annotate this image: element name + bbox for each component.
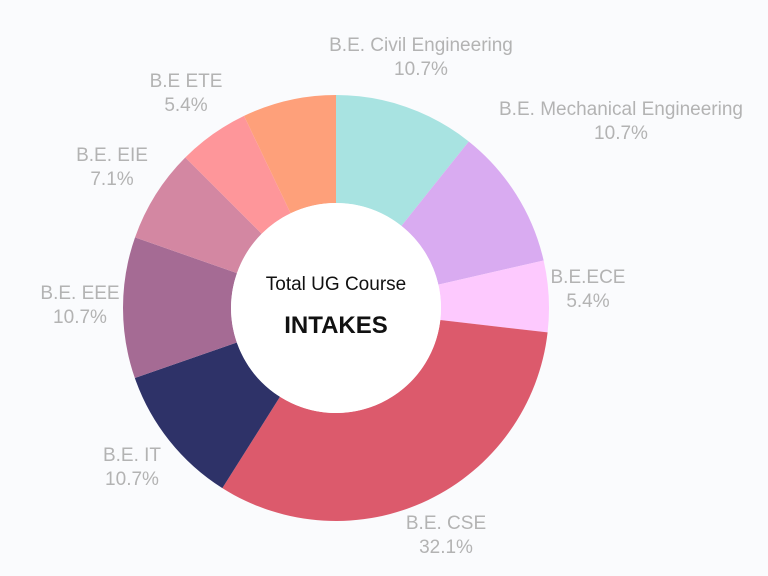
slice-b-e-eie	[135, 157, 262, 274]
label-mechanical: B.E. Mechanical Engineering 10.7%	[499, 99, 743, 144]
label-it: B.E. IT 10.7%	[102, 445, 162, 490]
center-title: Total UG Course	[265, 274, 407, 295]
label-ete: B.E ETE 5.4%	[149, 71, 223, 116]
donut-hole	[231, 203, 441, 413]
label-eee: B.E. EEE 10.7%	[40, 283, 120, 328]
label-cse: B.E. CSE 32.1%	[405, 513, 487, 558]
slice-b-e-mechanical-engineering	[401, 141, 544, 285]
slice-b-e-civil-engineering	[336, 95, 469, 226]
slice-b-e-ece	[438, 260, 549, 333]
slice-unlabeled	[244, 95, 336, 214]
center-subtitle: INTAKES	[284, 312, 388, 339]
slice-b-e-cse	[222, 320, 548, 522]
label-civil: B.E. Civil Engineering 10.7%	[329, 35, 513, 80]
label-eie: B.E. EIE 7.1%	[76, 145, 148, 190]
slice-b-e-it	[134, 342, 280, 489]
slice-b-e-ete	[185, 115, 291, 234]
slice-b-e-eee	[123, 237, 237, 379]
label-ece: B.E.ECE 5.4%	[550, 267, 626, 312]
